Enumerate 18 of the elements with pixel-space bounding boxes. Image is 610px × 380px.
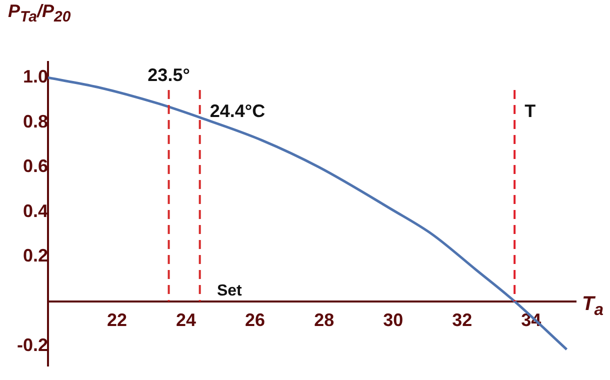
x-tick-label: 32 xyxy=(452,310,472,330)
y-tick-label: 0.6 xyxy=(22,156,48,176)
y-axis-title: P$_{Ta}$/P$_{20}$ xyxy=(8,1,71,26)
y-tick-label: 0.4 xyxy=(22,200,48,221)
y-tick-label: 0.2 xyxy=(22,246,48,266)
ref-line-label: 23.5° xyxy=(148,64,190,85)
y-tick-label: -0.2 xyxy=(16,335,48,356)
y-tick-label: 0.8 xyxy=(22,111,48,132)
ref-line-label: T xyxy=(524,100,536,121)
y-tick-label: 1.0 xyxy=(22,66,48,87)
x-tick-label: 30 xyxy=(383,310,404,330)
x-tick-label: 28 xyxy=(314,310,334,330)
x-axis-title: T$_{a}$ xyxy=(582,293,604,320)
x-tick-label: 24 xyxy=(176,310,196,330)
x-tick-label: 26 xyxy=(245,310,266,330)
annotation: Set xyxy=(216,282,243,300)
x-tick-label: 22 xyxy=(107,310,128,330)
ref-line-label: 24.4°C xyxy=(210,100,266,121)
